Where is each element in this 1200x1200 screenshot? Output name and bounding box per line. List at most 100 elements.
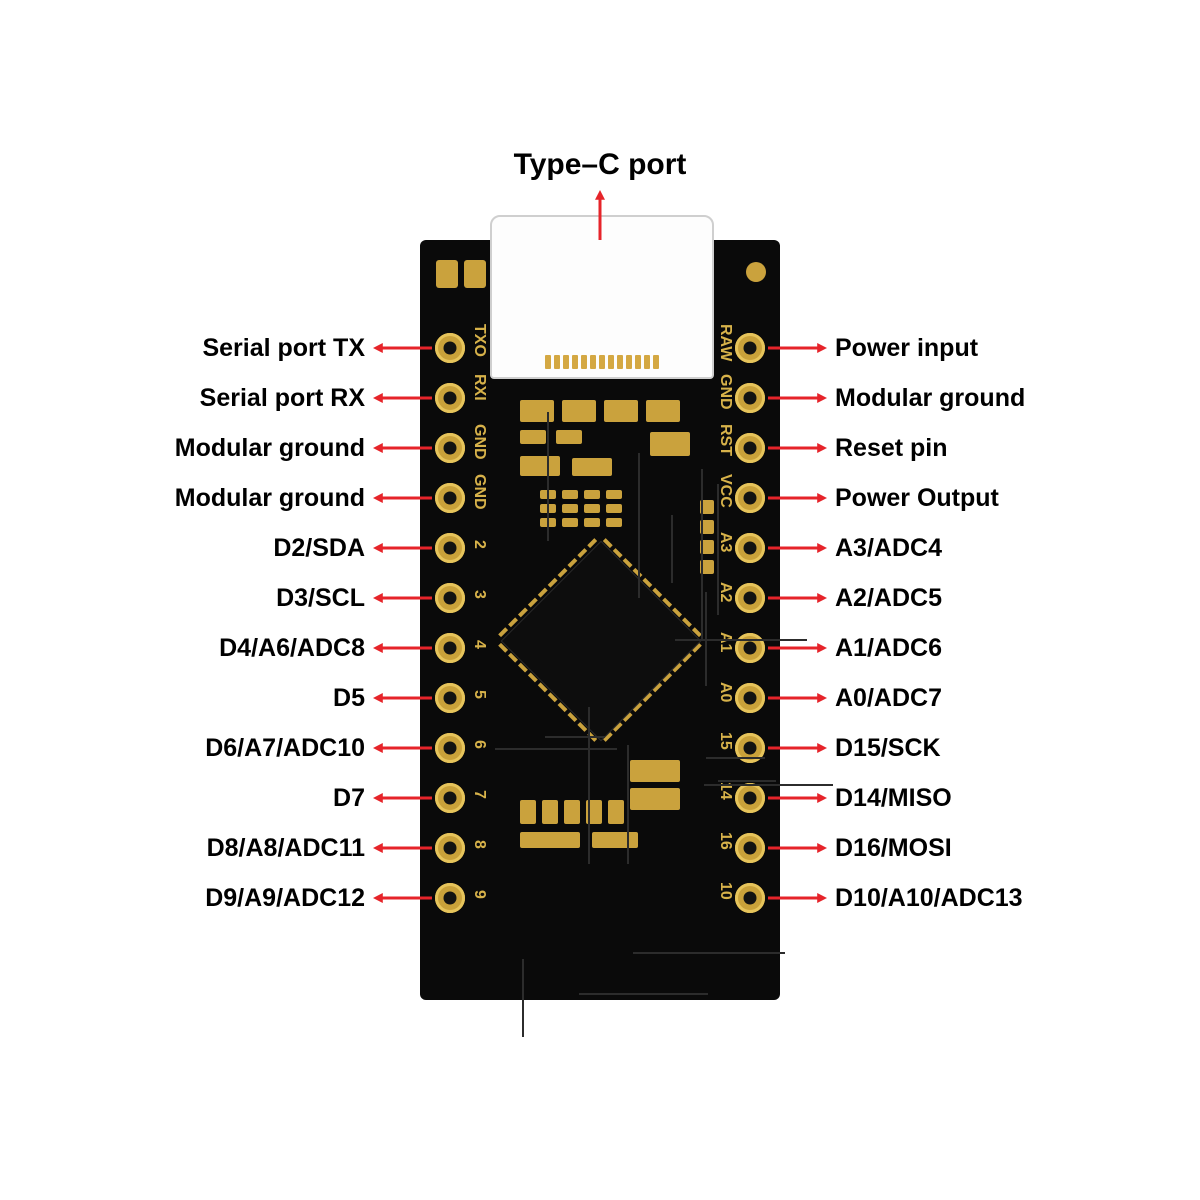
pin-label: Serial port TX: [60, 332, 365, 364]
silkscreen-pin-label: 6: [470, 740, 488, 749]
corner-dot-right: [746, 262, 766, 282]
smd-component: [584, 504, 600, 513]
pin-label: D14/MISO: [835, 782, 1180, 814]
usb-c-port: [490, 215, 714, 379]
pin-pad: [735, 533, 765, 563]
pin-label: Modular ground: [60, 482, 365, 514]
silkscreen-pin-label: 10: [716, 882, 734, 900]
pin-pad: [735, 433, 765, 463]
smd-component: [606, 490, 622, 499]
pcb-trace: [579, 993, 709, 995]
silkscreen-pin-label: A0: [716, 682, 734, 702]
pin-pad: [435, 633, 465, 663]
smd-component: [584, 518, 600, 527]
pin-label: Modular ground: [835, 382, 1180, 414]
pcb-trace: [627, 745, 629, 863]
smd-component: [646, 400, 680, 422]
pcb-trace: [522, 959, 524, 1038]
pin-label: A0/ADC7: [835, 682, 1180, 714]
smd-component: [520, 832, 580, 848]
pcb-trace: [633, 952, 784, 954]
pcb-trace: [718, 780, 777, 782]
pin-label: D9/A9/ADC12: [60, 882, 365, 914]
pcb-trace: [701, 469, 703, 581]
pin-label: D2/SDA: [60, 532, 365, 564]
smd-component: [562, 400, 596, 422]
pin-label: Modular ground: [60, 432, 365, 464]
pin-label: D15/SCK: [835, 732, 1180, 764]
pin-label: D10/A10/ADC13: [835, 882, 1180, 914]
pin-pad: [735, 483, 765, 513]
smd-component: [542, 800, 558, 824]
silkscreen-pin-label: 7: [470, 790, 488, 799]
pin-pad: [735, 583, 765, 613]
silkscreen-pin-label: RAW: [716, 324, 734, 361]
pcb-trace: [547, 412, 549, 541]
pin-pad: [735, 883, 765, 913]
silkscreen-pin-label: GND: [716, 374, 734, 410]
pin-pad: [735, 633, 765, 663]
silkscreen-pin-label: 2: [470, 540, 488, 549]
smd-component: [630, 760, 680, 782]
pin-label: D7: [60, 782, 365, 814]
pin-pad: [735, 833, 765, 863]
silkscreen-pin-label: 15: [716, 732, 734, 750]
silkscreen-pin-label: RXI: [470, 374, 488, 401]
smd-component: [520, 430, 546, 444]
pin-pad: [435, 783, 465, 813]
smd-component: [606, 504, 622, 513]
pin-label: Power input: [835, 332, 1180, 364]
pin-label: A3/ADC4: [835, 532, 1180, 564]
pin-label: D3/SCL: [60, 582, 365, 614]
pcb-trace: [675, 639, 807, 641]
corner-pad-left: [436, 260, 458, 288]
silkscreen-pin-label: 8: [470, 840, 488, 849]
pcb-trace: [588, 707, 590, 864]
silkscreen-pin-label: 3: [470, 590, 488, 599]
pin-pad: [435, 583, 465, 613]
pcb-trace: [717, 484, 719, 616]
pin-label: D6/A7/ADC10: [60, 732, 365, 764]
pin-pad: [435, 833, 465, 863]
smd-component: [584, 490, 600, 499]
pin-pad: [435, 333, 465, 363]
pin-pad: [435, 883, 465, 913]
pin-pad: [435, 733, 465, 763]
smd-component: [604, 400, 638, 422]
smd-component: [650, 432, 690, 456]
smd-component: [556, 430, 582, 444]
pcb-trace: [495, 748, 618, 750]
pin-pad: [735, 683, 765, 713]
smd-component: [630, 788, 680, 810]
pin-label: A2/ADC5: [835, 582, 1180, 614]
smd-component: [520, 800, 536, 824]
silkscreen-pin-label: 4: [470, 640, 488, 649]
smd-component: [592, 832, 638, 848]
silkscreen-pin-label: GND: [470, 424, 488, 460]
silkscreen-pin-label: 9: [470, 890, 488, 899]
pin-label: D4/A6/ADC8: [60, 632, 365, 664]
smd-component: [520, 456, 560, 476]
pcb-trace: [638, 453, 640, 598]
pcb-trace: [706, 757, 765, 759]
pcb-trace: [704, 784, 833, 786]
smd-component: [562, 504, 578, 513]
pin-label: D5: [60, 682, 365, 714]
pin-label: Power Output: [835, 482, 1180, 514]
silkscreen-pin-label: 16: [716, 832, 734, 850]
pin-pad: [735, 383, 765, 413]
silkscreen-pin-label: 5: [470, 690, 488, 699]
pin-label: Serial port RX: [60, 382, 365, 414]
smd-component: [562, 518, 578, 527]
pcb-trace: [671, 515, 673, 583]
silkscreen-pin-label: A1: [716, 632, 734, 652]
usb-contacts: [545, 355, 659, 369]
pin-pad: [435, 483, 465, 513]
pin-label: Reset pin: [835, 432, 1180, 464]
smd-component: [606, 518, 622, 527]
pin-label: A1/ADC6: [835, 632, 1180, 664]
smd-component: [564, 800, 580, 824]
silkscreen-pin-label: RST: [716, 424, 734, 456]
silkscreen-pin-label: TXO: [470, 324, 488, 357]
pin-pad: [735, 333, 765, 363]
